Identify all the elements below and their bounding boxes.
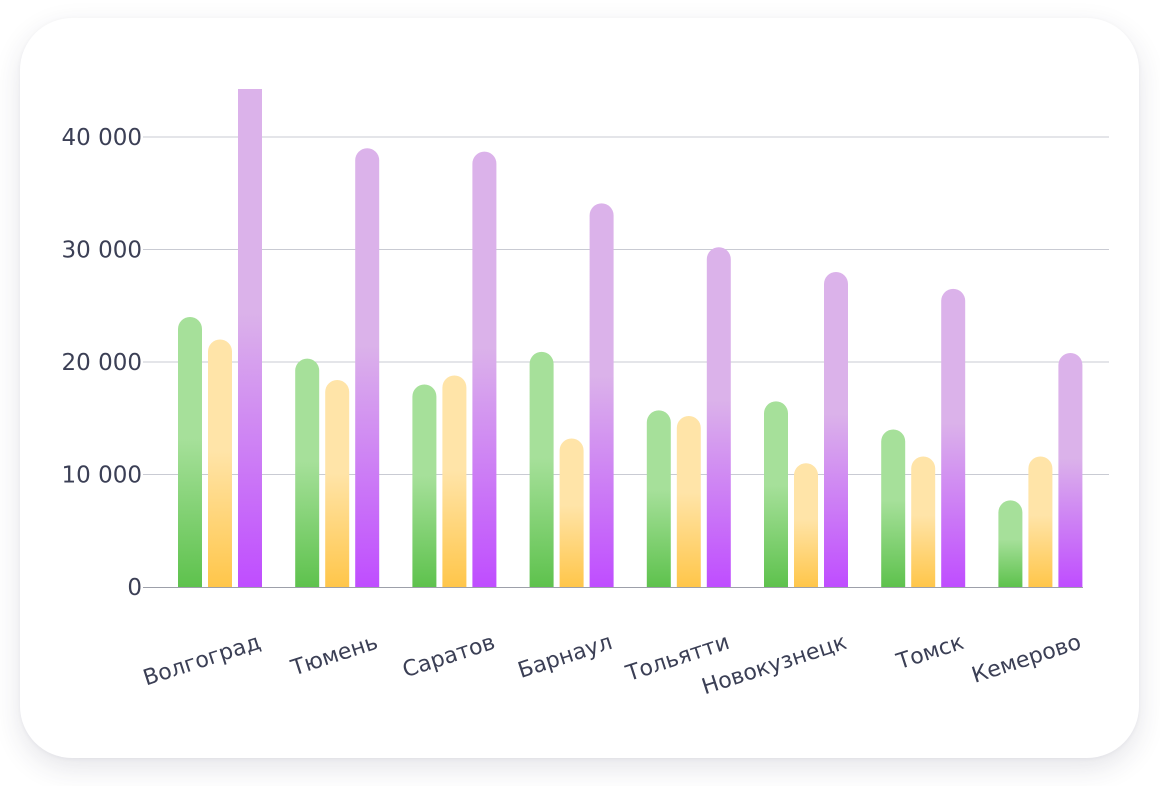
x-tick-label: Томск bbox=[893, 630, 967, 675]
y-axis-ticks: 0 10 000 20 000 30 000 40 000 bbox=[62, 125, 142, 601]
bar bbox=[208, 339, 232, 587]
x-tick-label: Тюмень bbox=[287, 630, 381, 682]
y-tick-label: 40 000 bbox=[62, 125, 142, 151]
bar bbox=[646, 410, 671, 587]
bar bbox=[706, 247, 731, 588]
bar bbox=[472, 151, 497, 587]
bar bbox=[824, 272, 848, 587]
bar bbox=[676, 416, 701, 587]
bar bbox=[325, 380, 350, 587]
y-tick-label: 30 000 bbox=[62, 238, 142, 264]
bar bbox=[1058, 353, 1083, 587]
bar bbox=[1028, 456, 1053, 587]
bar bbox=[911, 456, 936, 587]
bar bbox=[559, 438, 584, 587]
x-tick-label: Кемерово bbox=[969, 630, 1084, 689]
bar bbox=[881, 429, 906, 587]
y-tick-label: 10 000 bbox=[62, 463, 142, 489]
bar bbox=[295, 358, 320, 587]
x-axis-labels: Волгоград Тюмень Саратов Барнаул ТольяттиНов… bbox=[140, 630, 1084, 700]
x-tick-label: Волгоград bbox=[140, 630, 264, 691]
bar bbox=[764, 401, 788, 587]
bar bbox=[941, 288, 966, 587]
bar bbox=[529, 351, 554, 587]
bar bbox=[355, 148, 380, 587]
x-tick-label: Барнаул bbox=[515, 630, 615, 684]
x-tick-label: Саратов bbox=[400, 630, 499, 683]
bar bbox=[238, 89, 262, 587]
bar bbox=[998, 500, 1023, 587]
bars bbox=[178, 89, 1083, 588]
bar bbox=[412, 384, 437, 587]
bar bbox=[589, 203, 614, 588]
bar bbox=[442, 375, 467, 587]
bar bbox=[178, 317, 202, 587]
bar bbox=[794, 463, 818, 587]
y-tick-label: 0 bbox=[127, 575, 142, 601]
y-tick-label: 20 000 bbox=[62, 350, 142, 376]
